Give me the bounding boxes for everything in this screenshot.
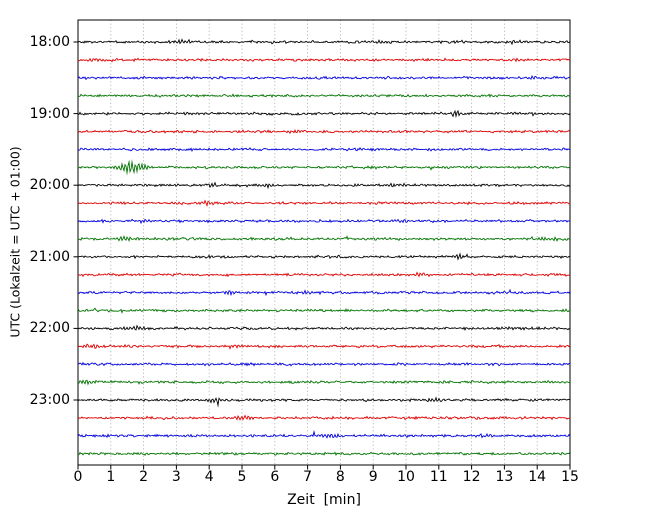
x-tick-label-7: 7 xyxy=(303,469,313,485)
y-axis-label: UTC (Lokalzeit = UTC + 01:00) xyxy=(7,146,23,338)
x-tick-label-12: 12 xyxy=(462,469,481,485)
y-tick-label-2300: 23:00 xyxy=(29,392,70,408)
y-tick-label-2200: 22:00 xyxy=(29,320,70,337)
x-tick-label-2: 2 xyxy=(139,469,149,485)
x-tick-label-6: 6 xyxy=(270,469,280,485)
x-tick-label-5: 5 xyxy=(237,469,247,485)
x-tick-label-14: 14 xyxy=(528,469,547,485)
x-tick-label-4: 4 xyxy=(204,469,214,485)
x-tick-label-8: 8 xyxy=(335,469,345,485)
y-tick-label-2000: 20:00 xyxy=(29,177,70,194)
x-tick-label-3: 3 xyxy=(171,469,181,485)
x-tick-label-15: 15 xyxy=(561,469,579,485)
x-axis-label: Zeit [min] xyxy=(287,492,361,508)
x-tick-label-13: 13 xyxy=(495,469,514,485)
y-tick-label-2100: 21:00 xyxy=(29,248,70,265)
y-tick-label-1900: 19:00 xyxy=(29,105,70,122)
y-tick-label-1800: 18:00 xyxy=(29,34,70,50)
x-tick-label-0: 0 xyxy=(73,469,83,485)
x-tick-label-9: 9 xyxy=(368,469,378,485)
x-tick-label-1: 1 xyxy=(106,469,116,485)
x-tick-label-11: 11 xyxy=(429,469,448,485)
x-tick-label-10: 10 xyxy=(397,469,415,485)
